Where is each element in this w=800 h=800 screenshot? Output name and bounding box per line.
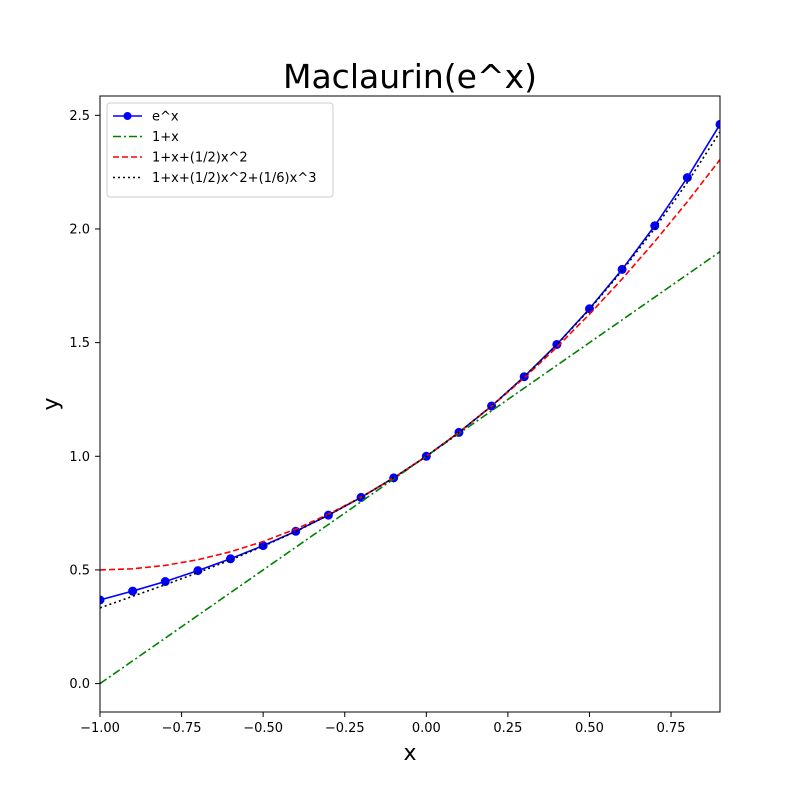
series-line-1 [100, 251, 720, 685]
legend: e^x 1+x 1+x+(1/2)x^2 1+x+(1/2)x^2+(1/6)x^3 [106, 102, 334, 198]
legend-label: 1+x [152, 130, 179, 145]
axes: −1.00 −0.75 −0.50 −0.25 0.00 0.25 0.50 0.75 0.0 0… [69, 95, 721, 736]
data-point [128, 586, 138, 596]
plot-area [100, 119, 720, 685]
x-tick-label: −1.00 [80, 721, 120, 736]
legend-box [106, 102, 334, 198]
x-tick-label: 0.00 [412, 721, 441, 736]
x-tick-label: 0.75 [657, 721, 686, 736]
data-point [682, 173, 692, 183]
data-point [160, 577, 170, 587]
y-axis-title: y [39, 397, 64, 410]
legend-marker [123, 112, 132, 120]
y-tick-label: 2.0 [69, 222, 90, 237]
x-tick-label: −0.75 [162, 721, 202, 736]
x-tick-label: 0.50 [575, 721, 604, 736]
y-tick-label: 1.5 [69, 336, 90, 351]
x-tick-label: 0.25 [493, 721, 522, 736]
data-point [650, 221, 660, 231]
y-tick-label: 0.5 [69, 563, 90, 578]
series-line-3 [100, 131, 720, 609]
y-tick-label: 0.0 [69, 677, 90, 692]
legend-label: 1+x+(1/2)x^2+(1/6)x^3 [152, 171, 317, 186]
data-point [715, 119, 720, 129]
y-tick-label: 1.0 [69, 450, 90, 465]
series-line-2 [100, 159, 720, 571]
legend-label: e^x [152, 110, 179, 125]
y-tick-label: 2.5 [69, 109, 90, 124]
x-tick-label: −0.50 [243, 721, 283, 736]
data-point [100, 595, 105, 605]
chart-title: Maclaurin(e^x) [283, 57, 537, 96]
x-tick-label: −0.25 [325, 721, 365, 736]
x-axis-title: x [403, 741, 416, 766]
plot-frame [99, 95, 721, 713]
legend-label: 1+x+(1/2)x^2 [152, 151, 248, 166]
